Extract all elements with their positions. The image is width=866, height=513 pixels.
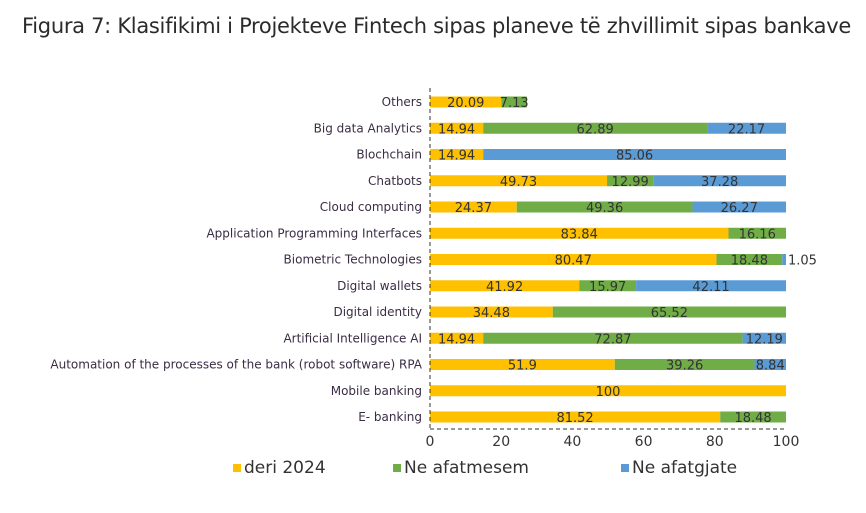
bar-segment [430,385,786,397]
data-label: 15.97 [589,280,626,295]
data-label: 34.48 [473,306,510,321]
bar-segment [430,96,502,108]
category-label: Big data Analytics [314,121,422,135]
bar-segment [430,227,729,239]
data-label: 49.73 [500,175,537,190]
data-label: 12.19 [746,332,783,347]
bar-segment [579,280,637,292]
bar-segment [653,175,786,187]
data-label: 24.37 [455,201,492,216]
data-label: 42.11 [692,280,729,295]
data-label: 83.84 [561,227,598,242]
data-label: 62.89 [577,122,614,137]
legend-label: deri 2024 [244,458,326,478]
bar-segment [483,332,743,344]
category-label: Digital identity [333,305,422,319]
data-label: 14.94 [438,122,475,137]
data-label: 8.84 [756,359,785,374]
legend-swatch [621,464,629,472]
category-label: Others [382,95,422,109]
bar-segment [430,411,721,423]
bar-segment [430,254,717,265]
bar-segment [636,280,786,292]
data-label: 20.09 [447,96,484,111]
data-label: 41.92 [486,280,523,295]
x-tick-label: 100 [773,434,800,450]
category-label: Biometric Technologies [284,253,422,267]
category-label: Chatbots [368,174,422,188]
data-label: 39.26 [666,359,703,374]
data-label: 26.27 [721,201,758,216]
category-label: Blochchain [356,148,422,162]
category-label: E- banking [358,410,422,424]
bar-segment [754,359,786,370]
bar-segment [716,254,783,265]
data-label: 18.48 [734,411,771,426]
bar-segment [516,201,693,213]
bar-segment [430,175,608,187]
data-label: 1.05 [788,254,817,269]
bar-segment [430,280,580,292]
bar-segment [430,359,615,370]
category-label: Digital wallets [337,279,422,293]
bar-segment [782,254,786,265]
bar-segment [742,332,786,344]
data-label: 14.94 [438,332,475,347]
data-label: 81.52 [556,411,593,426]
chart-title: Figura 7: Klasifikimi i Projekteve Finte… [22,14,851,38]
category-label: Artificial Intelligence AI [283,331,422,345]
data-label: 65.52 [651,306,688,321]
x-tick-label: 40 [563,434,581,450]
bar-segment [707,122,786,134]
bar-segment [430,332,484,344]
data-label: 51.9 [508,359,537,374]
category-label: Mobile banking [331,384,422,398]
data-label: 85.06 [616,149,653,164]
bar-segment [430,306,553,318]
category-label: Cloud computing [320,200,422,214]
bar-segment [728,227,786,239]
bar-segment [607,175,654,187]
x-tick-label: 80 [706,434,724,450]
data-label: 37.28 [701,175,738,190]
x-tick-label: 0 [426,434,435,450]
bar-segment [430,149,484,160]
data-label: 100 [596,385,621,400]
data-label: 49.36 [586,201,623,216]
legend-swatch [233,464,241,472]
legend-label: Ne afatmesem [404,458,529,478]
bar-segment [430,201,517,213]
data-label: 16.16 [739,227,776,242]
legend-swatch [393,464,401,472]
bar-segment [720,411,786,423]
bar-segment [483,122,708,134]
category-label: Automation of the processes of the bank … [50,358,422,372]
bar-segment [501,96,527,108]
data-label: 7.13 [500,96,529,111]
data-label: 14.94 [438,149,475,164]
data-label: 72.87 [594,332,631,347]
bar-segment [692,201,786,213]
x-tick-label: 60 [635,434,653,450]
data-label: 80.47 [555,254,592,269]
data-label: 22.17 [728,122,765,137]
bar-segment [483,149,786,160]
category-label: Application Programming Interfaces [206,226,422,240]
bar-segment [430,122,484,134]
bar-segment [552,306,786,318]
legend-label: Ne afatgjate [632,458,737,478]
data-label: 18.48 [731,254,768,269]
x-tick-label: 20 [492,434,510,450]
bar-segment [614,359,755,370]
data-label: 12.99 [612,175,649,190]
